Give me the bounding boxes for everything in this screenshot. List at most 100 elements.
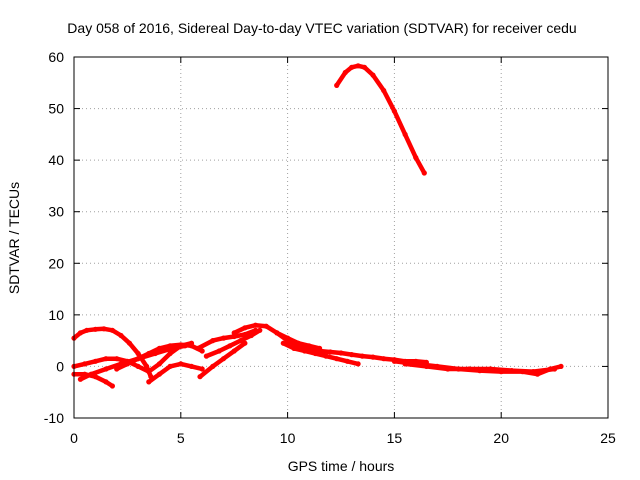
data-point bbox=[327, 349, 333, 355]
data-point bbox=[413, 155, 419, 161]
data-point bbox=[82, 361, 88, 367]
data-point bbox=[77, 376, 83, 382]
data-point bbox=[178, 361, 184, 367]
data-point bbox=[220, 335, 227, 341]
data-point bbox=[199, 348, 205, 354]
data-point bbox=[231, 348, 237, 354]
data-point bbox=[188, 343, 195, 349]
data-point bbox=[156, 371, 162, 377]
data-point bbox=[509, 368, 515, 374]
y-tick-label: -10 bbox=[44, 410, 64, 426]
data-point bbox=[323, 353, 329, 359]
plot-frame bbox=[73, 56, 609, 419]
data-point bbox=[338, 350, 344, 356]
data-point bbox=[402, 361, 408, 367]
x-tick-label: 10 bbox=[280, 430, 296, 446]
data-point bbox=[370, 354, 376, 360]
data-point bbox=[92, 358, 98, 364]
data-point bbox=[156, 361, 162, 367]
data-point bbox=[167, 343, 173, 349]
x-tick-label: 5 bbox=[177, 430, 185, 446]
data-point bbox=[146, 350, 152, 357]
data-point bbox=[355, 361, 361, 367]
data-point bbox=[285, 335, 291, 341]
data-point bbox=[349, 64, 355, 70]
chart-title: Day 058 of 2016, Sidereal Day-to-day VTE… bbox=[67, 20, 576, 36]
data-point bbox=[552, 366, 558, 372]
data-point bbox=[402, 131, 408, 137]
data-point bbox=[135, 363, 141, 369]
y-tick-label: 50 bbox=[48, 101, 64, 117]
data-point bbox=[558, 363, 564, 369]
data-point bbox=[126, 340, 133, 346]
series-group bbox=[71, 63, 564, 389]
data-point bbox=[118, 332, 124, 339]
data-point bbox=[334, 356, 340, 362]
data-point bbox=[231, 333, 237, 340]
data-point bbox=[445, 366, 451, 372]
data-point bbox=[210, 338, 216, 344]
data-point bbox=[197, 374, 203, 380]
data-point bbox=[391, 108, 397, 114]
y-tick-label: 40 bbox=[48, 152, 64, 168]
x-tick-label: 25 bbox=[600, 430, 616, 446]
y-tick-label: 30 bbox=[48, 204, 64, 220]
data-point bbox=[342, 69, 348, 76]
y-tick-label: 60 bbox=[48, 49, 64, 65]
data-point bbox=[306, 343, 312, 349]
data-point bbox=[317, 345, 323, 351]
data-point bbox=[231, 330, 237, 336]
data-point bbox=[84, 327, 90, 333]
series-sat-high bbox=[334, 63, 427, 176]
data-point bbox=[349, 352, 355, 358]
data-point bbox=[248, 332, 254, 339]
data-point bbox=[92, 326, 98, 332]
data-point bbox=[203, 353, 209, 359]
data-point bbox=[210, 363, 216, 369]
data-point bbox=[114, 356, 120, 362]
data-point bbox=[487, 366, 494, 372]
x-tick-label: 20 bbox=[493, 430, 509, 446]
data-point bbox=[146, 369, 152, 375]
data-point bbox=[334, 82, 340, 88]
data-point bbox=[88, 371, 94, 377]
data-point bbox=[124, 361, 130, 367]
series-sat-n bbox=[402, 361, 557, 374]
data-point bbox=[242, 340, 248, 346]
data-point bbox=[370, 72, 376, 78]
data-point bbox=[103, 379, 109, 385]
data-point bbox=[135, 356, 141, 362]
data-point bbox=[381, 87, 387, 94]
data-point bbox=[109, 383, 115, 389]
data-point bbox=[274, 330, 280, 336]
x-tick-label: 0 bbox=[70, 430, 78, 446]
data-point bbox=[167, 363, 173, 369]
data-point bbox=[291, 345, 297, 351]
data-point bbox=[355, 63, 361, 69]
data-point bbox=[238, 338, 244, 344]
data-point bbox=[101, 326, 107, 332]
data-point bbox=[188, 363, 195, 369]
data-point bbox=[156, 345, 162, 351]
data-point bbox=[146, 379, 152, 385]
data-point bbox=[312, 350, 318, 357]
data-point bbox=[421, 170, 427, 176]
data-point bbox=[109, 327, 115, 333]
data-point bbox=[295, 340, 301, 346]
data-point bbox=[195, 345, 201, 351]
data-point bbox=[263, 323, 269, 329]
x-tick-label: 15 bbox=[387, 430, 403, 446]
data-point bbox=[253, 322, 259, 328]
data-point bbox=[114, 366, 120, 372]
grid bbox=[74, 57, 608, 418]
data-point bbox=[103, 356, 109, 362]
x-axis-label: GPS time / hours bbox=[288, 458, 395, 474]
data-point bbox=[359, 353, 365, 359]
data-point bbox=[178, 342, 184, 348]
data-point bbox=[135, 350, 141, 357]
data-point bbox=[227, 343, 233, 349]
data-point bbox=[344, 358, 350, 364]
data-point bbox=[530, 369, 536, 375]
data-point bbox=[361, 64, 368, 70]
